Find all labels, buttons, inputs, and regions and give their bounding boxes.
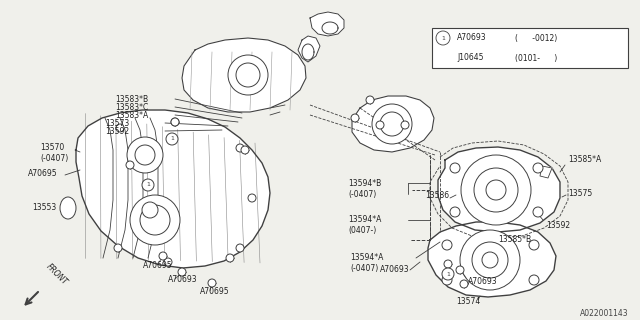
Circle shape	[226, 254, 234, 262]
Circle shape	[228, 55, 268, 95]
Circle shape	[127, 137, 163, 173]
Text: (0101-      ): (0101- )	[515, 53, 557, 62]
Circle shape	[126, 161, 134, 169]
Ellipse shape	[60, 197, 76, 219]
Bar	[432, 28, 628, 68]
Circle shape	[366, 96, 374, 104]
Circle shape	[248, 194, 256, 202]
Text: A70695: A70695	[143, 260, 173, 269]
Circle shape	[166, 133, 178, 145]
Circle shape	[474, 168, 518, 212]
Polygon shape	[310, 12, 344, 36]
Text: 13586: 13586	[425, 190, 449, 199]
Circle shape	[114, 244, 122, 252]
Text: 13573: 13573	[105, 118, 129, 127]
Text: 1: 1	[446, 271, 450, 276]
Text: 13553: 13553	[32, 204, 56, 212]
Text: (-0407): (-0407)	[350, 265, 378, 274]
Circle shape	[456, 266, 464, 274]
Circle shape	[472, 242, 508, 278]
Text: 13585*B: 13585*B	[498, 236, 531, 244]
Circle shape	[171, 118, 179, 126]
Circle shape	[444, 260, 452, 268]
Circle shape	[208, 279, 216, 287]
Circle shape	[450, 163, 460, 173]
Circle shape	[460, 280, 468, 288]
Circle shape	[140, 205, 170, 235]
Circle shape	[486, 180, 506, 200]
Text: (      -0012): ( -0012)	[515, 34, 557, 43]
Text: A70693: A70693	[168, 276, 198, 284]
Circle shape	[482, 252, 498, 268]
Text: 1: 1	[170, 137, 174, 141]
Text: A70693: A70693	[468, 277, 498, 286]
Text: 1: 1	[146, 182, 150, 188]
Circle shape	[401, 121, 409, 129]
Text: 13585*A: 13585*A	[568, 156, 601, 164]
Text: 13583*C: 13583*C	[115, 102, 148, 111]
Text: 13583*A: 13583*A	[115, 110, 148, 119]
Circle shape	[442, 240, 452, 250]
Text: 13583*B: 13583*B	[115, 94, 148, 103]
Circle shape	[442, 268, 454, 280]
Polygon shape	[182, 38, 306, 112]
Polygon shape	[438, 147, 560, 232]
Circle shape	[450, 207, 460, 217]
Text: 13592: 13592	[105, 126, 129, 135]
Text: A70693: A70693	[380, 266, 410, 275]
Circle shape	[436, 31, 450, 45]
Circle shape	[241, 146, 249, 154]
Circle shape	[372, 104, 412, 144]
Circle shape	[236, 244, 244, 252]
Text: 13594*B: 13594*B	[348, 179, 381, 188]
Text: A70693: A70693	[457, 34, 486, 43]
Circle shape	[178, 268, 186, 276]
Text: FRONT: FRONT	[44, 262, 68, 287]
Circle shape	[142, 179, 154, 191]
Text: A022001143: A022001143	[580, 309, 628, 318]
Circle shape	[159, 252, 167, 260]
Circle shape	[380, 112, 404, 136]
Polygon shape	[428, 222, 556, 297]
Polygon shape	[352, 96, 434, 152]
Text: 13575: 13575	[568, 188, 592, 197]
Text: A70695: A70695	[200, 287, 230, 297]
Circle shape	[171, 118, 179, 126]
Circle shape	[376, 121, 384, 129]
Text: (0407-): (0407-)	[348, 227, 376, 236]
Text: A70695: A70695	[28, 169, 58, 178]
Circle shape	[533, 207, 543, 217]
Circle shape	[116, 124, 124, 132]
Circle shape	[351, 114, 359, 122]
Polygon shape	[298, 36, 320, 62]
Circle shape	[236, 144, 244, 152]
Circle shape	[529, 240, 539, 250]
Polygon shape	[540, 166, 552, 178]
Circle shape	[529, 275, 539, 285]
Text: 13574: 13574	[456, 297, 480, 306]
Circle shape	[164, 258, 172, 266]
Circle shape	[130, 195, 180, 245]
Circle shape	[142, 202, 158, 218]
Circle shape	[460, 230, 520, 290]
Circle shape	[461, 155, 531, 225]
Text: 13594*A: 13594*A	[348, 215, 381, 225]
Text: (-0407): (-0407)	[40, 154, 68, 163]
Circle shape	[442, 275, 452, 285]
Text: 13592: 13592	[546, 220, 570, 229]
Text: (-0407): (-0407)	[348, 189, 376, 198]
Circle shape	[236, 63, 260, 87]
Text: 13570: 13570	[40, 142, 64, 151]
Polygon shape	[76, 110, 270, 268]
Circle shape	[135, 145, 155, 165]
Text: J10645: J10645	[457, 53, 483, 62]
Text: 1: 1	[441, 36, 445, 41]
Circle shape	[533, 163, 543, 173]
Text: 13594*A: 13594*A	[350, 253, 383, 262]
